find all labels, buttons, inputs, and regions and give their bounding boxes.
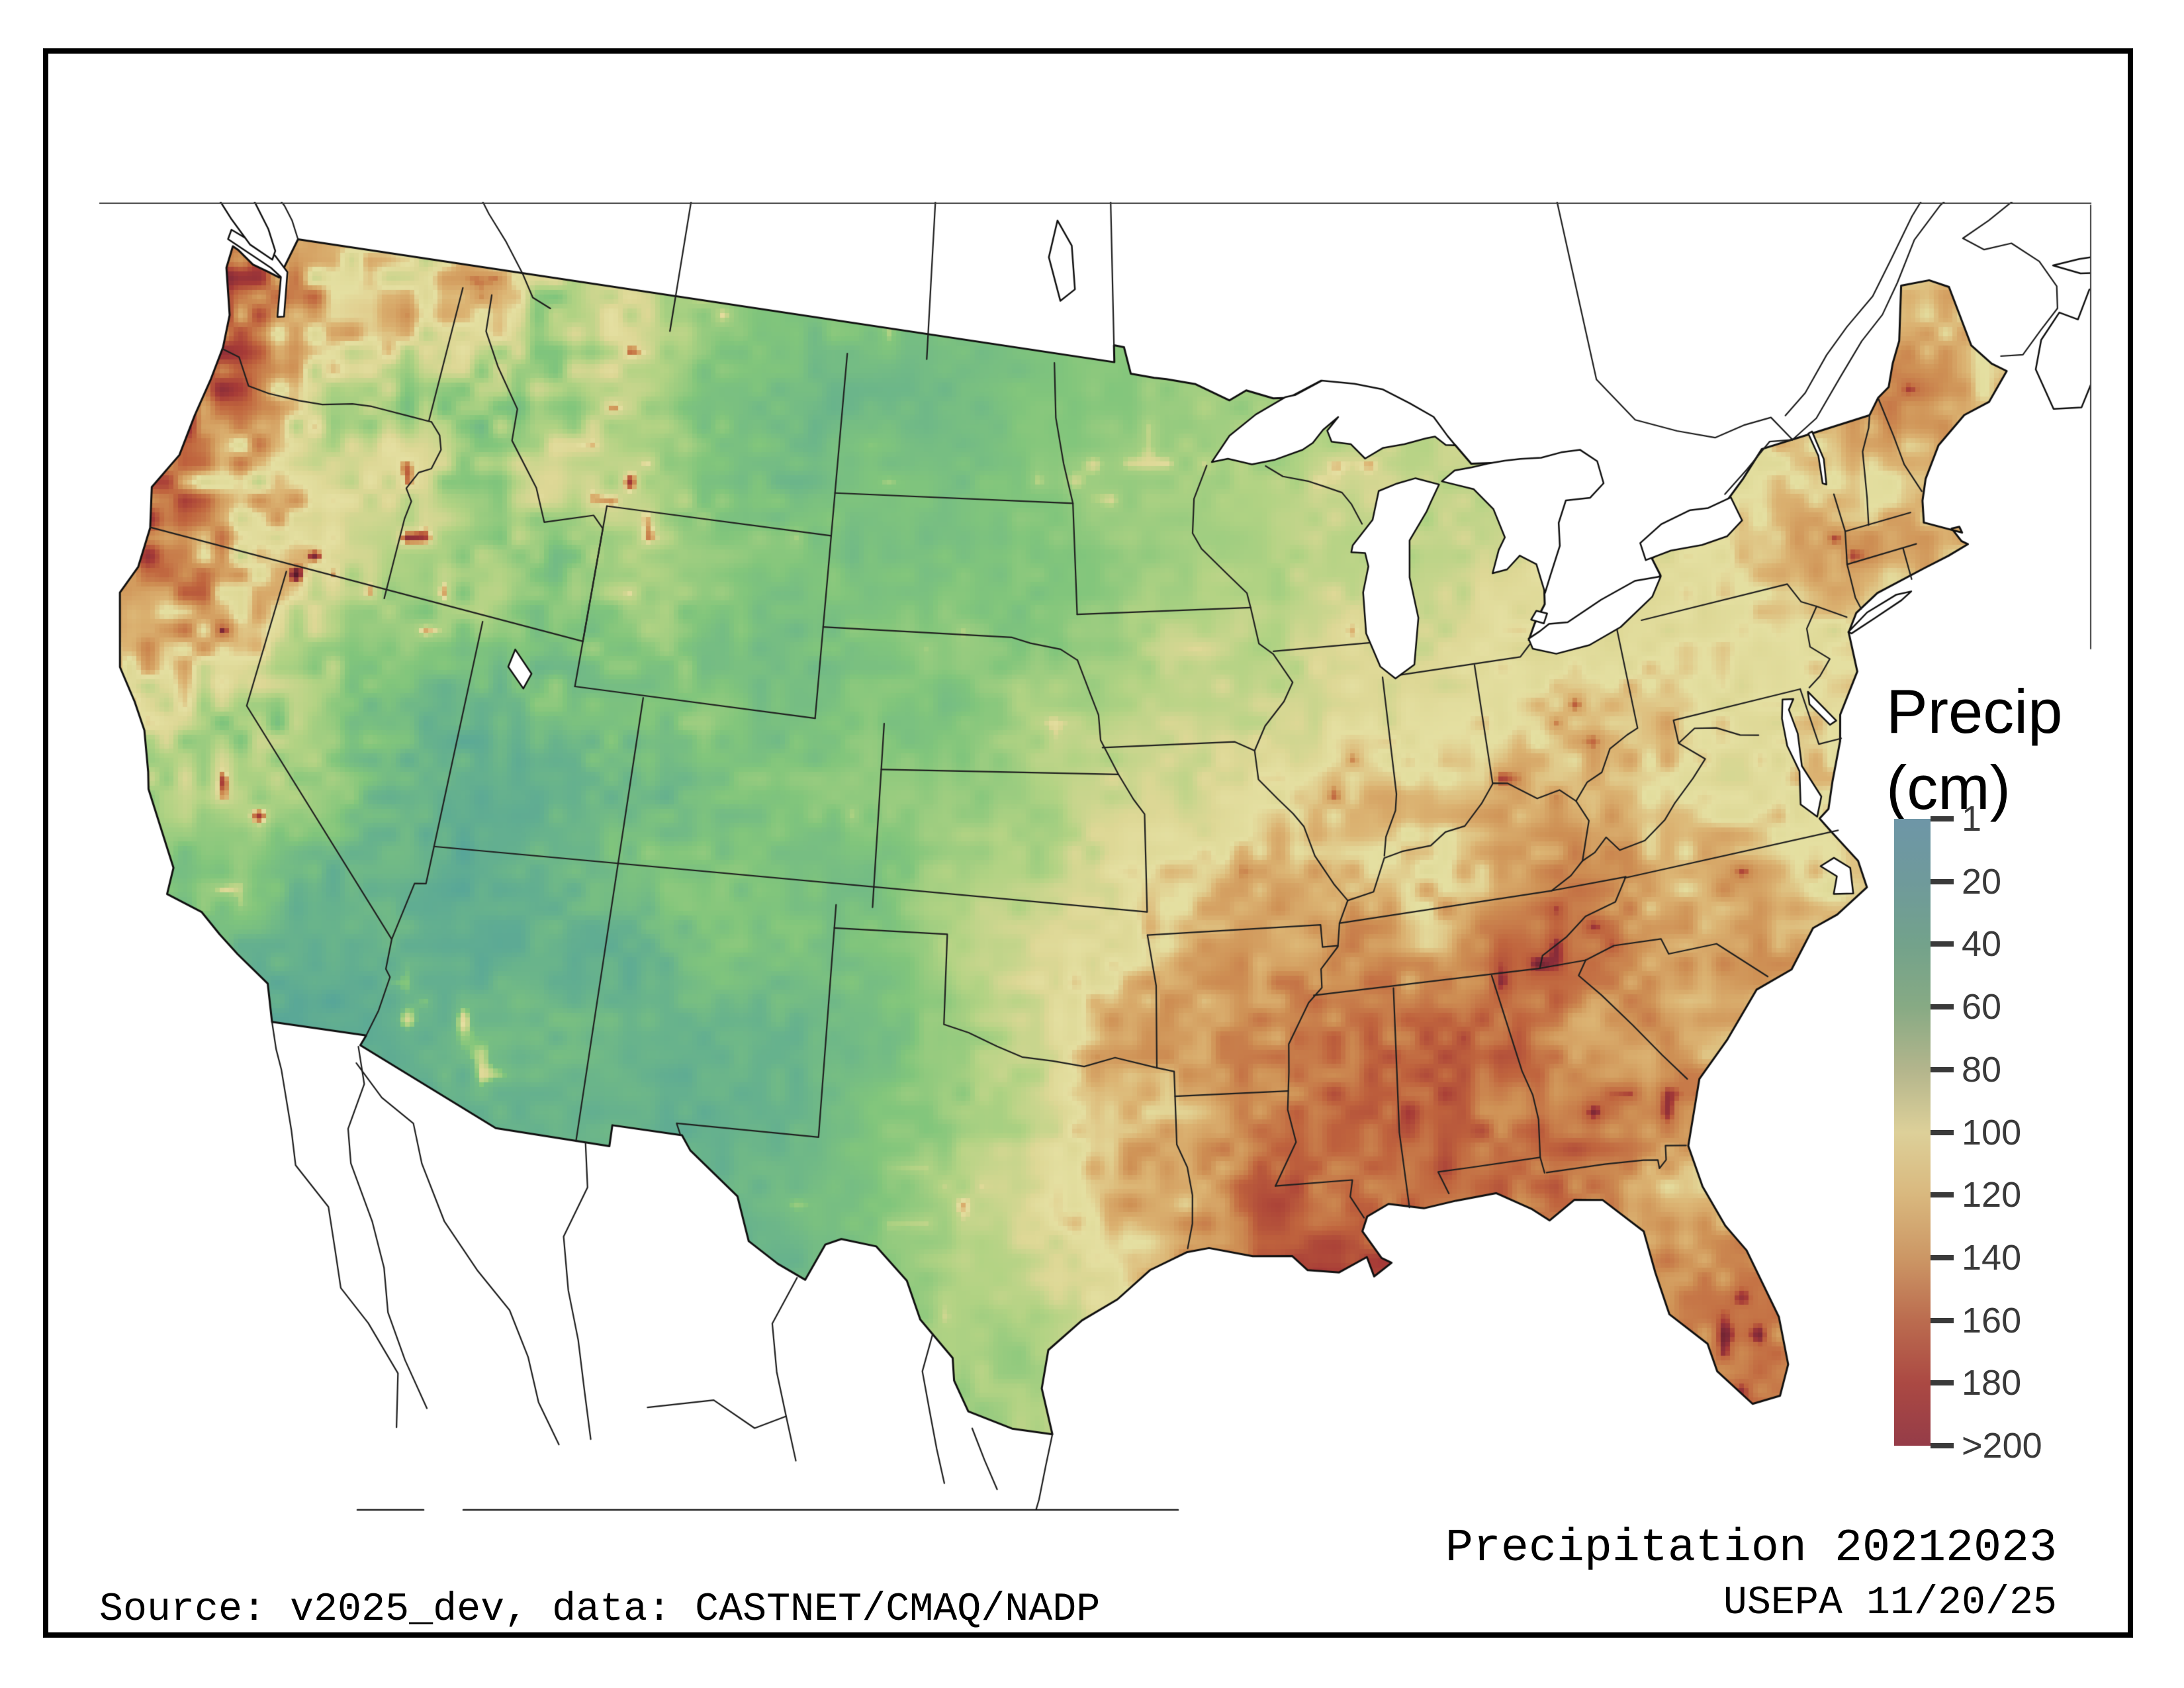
legend-tick-label: 20 [1962,861,2002,902]
legend-tick [1931,1380,1954,1386]
legend-tick [1931,1192,1954,1198]
legend-tick-label: 100 [1962,1112,2022,1152]
legend-tick [1931,941,1954,947]
legend-tick-label: 160 [1962,1300,2022,1340]
legend-tick-label: 80 [1962,1049,2002,1090]
legend-title-variable: Precip [1886,677,2063,746]
legend-tick-label: 60 [1962,987,2002,1027]
legend-tick [1931,1129,1954,1135]
legend-tick [1931,878,1954,884]
legend-tick-label: 1 [1962,799,1982,839]
legend-tick [1931,1317,1954,1323]
legend-tick [1931,816,1954,821]
legend-title: Precip (cm) [1886,674,2171,825]
legend-tick-label: 180 [1962,1363,2022,1403]
legend-title-units: (cm) [1886,752,2011,822]
legend-tick [1931,1254,1954,1260]
legend-tick-label: 140 [1962,1237,2022,1278]
legend-tick [1931,1004,1954,1010]
legend-tick-label: 40 [1962,924,2002,964]
source-note: Source: v2025_dev, data: CASTNET/CMAQ/NA… [99,1587,1101,1632]
legend-tick [1931,1066,1954,1072]
map-title: Precipitation 20212023 [1445,1523,2057,1575]
legend-tick-label: 120 [1962,1175,2022,1215]
legend-tick-label: >200 [1962,1426,2042,1466]
legend-tickrail: 1 20 40 60 80 100 120 140 160 180 >200 [1931,799,2103,1466]
agency-note: USEPA 11/20/25 [1723,1581,2057,1626]
legend-colorbar [1894,819,1931,1446]
legend-tick [1931,1443,1954,1448]
